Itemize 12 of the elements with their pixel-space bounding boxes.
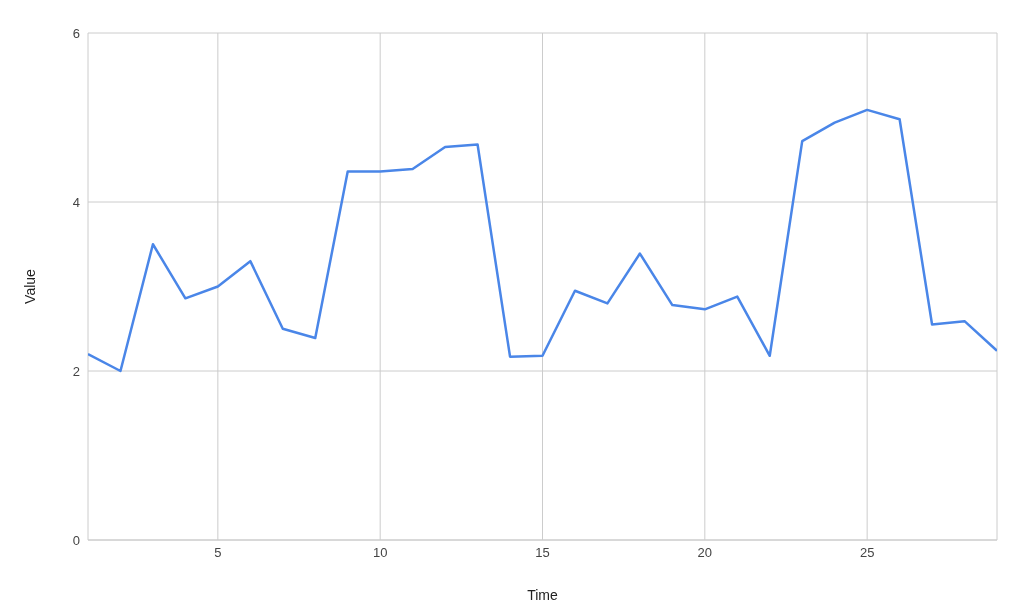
x-tick-label: 20 [697, 545, 713, 561]
y-tick-label: 2 [72, 363, 80, 379]
y-tick-label: 0 [72, 532, 80, 548]
x-tick-label: 25 [859, 545, 875, 561]
y-tick-label: 4 [72, 194, 80, 210]
x-tick-label: 10 [372, 545, 388, 561]
y-tick-label: 6 [72, 25, 80, 41]
x-tick-label: 5 [214, 545, 222, 561]
x-tick-label: 15 [535, 545, 550, 561]
y-axis-title: Value [21, 268, 38, 304]
x-axis-title: Time [527, 587, 559, 603]
line-series [88, 108, 997, 373]
